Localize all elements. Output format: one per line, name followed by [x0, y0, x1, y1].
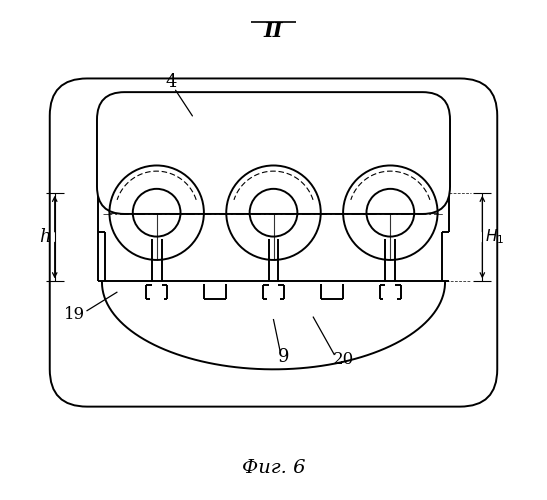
- Text: $H_1$: $H_1$: [485, 228, 504, 246]
- FancyBboxPatch shape: [50, 78, 497, 406]
- FancyBboxPatch shape: [97, 92, 450, 214]
- Text: h: h: [39, 228, 50, 246]
- Text: 19: 19: [64, 306, 85, 323]
- Text: 9: 9: [278, 348, 289, 366]
- Text: Фиг. 6: Фиг. 6: [242, 459, 305, 477]
- Text: 4: 4: [166, 73, 177, 91]
- Text: II: II: [264, 21, 283, 41]
- Text: 20: 20: [333, 351, 354, 368]
